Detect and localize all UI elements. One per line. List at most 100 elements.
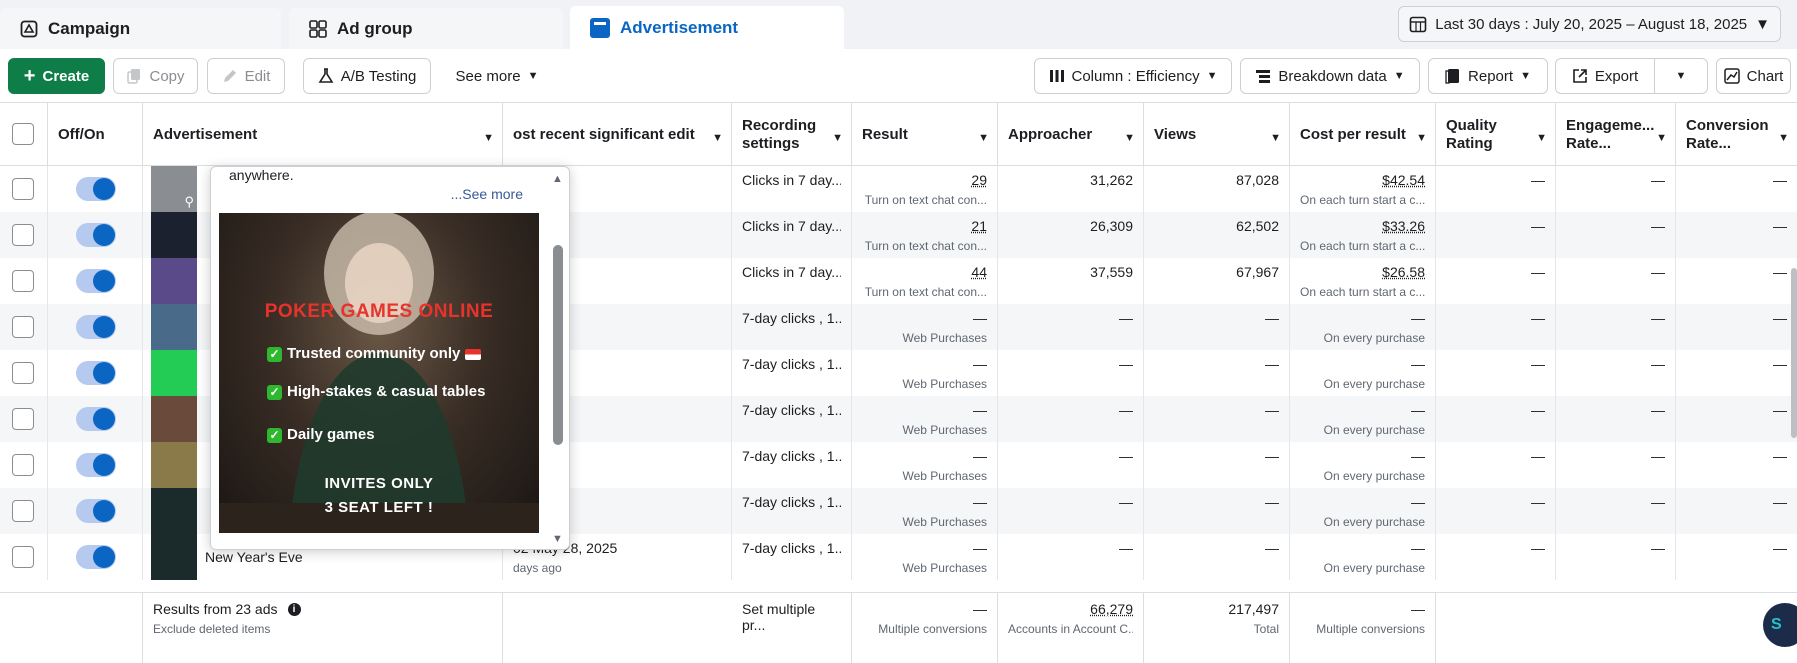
- row-cpr-cell: — On every purchase: [1290, 534, 1436, 580]
- copy-button[interactable]: Copy: [113, 58, 198, 94]
- row-ad-cell[interactable]: [143, 350, 503, 396]
- row-checkbox[interactable]: [12, 224, 34, 246]
- result-sub: Web Purchases: [902, 515, 988, 529]
- export-button[interactable]: Export: [1555, 58, 1655, 94]
- tab-ad-group[interactable]: Ad group: [289, 8, 563, 49]
- chart-label: Chart: [1746, 67, 1784, 85]
- create-button[interactable]: + Create: [8, 58, 105, 94]
- column-efficiency-button[interactable]: Column : Efficiency ▼: [1034, 58, 1232, 94]
- ad-thumbnail[interactable]: [151, 488, 197, 534]
- row-checkbox[interactable]: [12, 454, 34, 476]
- row-cpr-cell: $42.54 On each turn start a c...: [1290, 166, 1436, 212]
- cpr-value[interactable]: $42.54: [1382, 172, 1425, 188]
- ad-thumbnail[interactable]: [151, 396, 197, 442]
- tab-campaign[interactable]: Campaign: [0, 8, 281, 49]
- ad-thumbnail[interactable]: [151, 258, 197, 304]
- chart-button[interactable]: Chart: [1716, 58, 1791, 94]
- table-row[interactable]: 7-day clicks , 1... — Web Purchases — — — On e…: [0, 442, 1797, 488]
- ad-thumbnail[interactable]: [151, 304, 197, 350]
- header-recording[interactable]: Recording settings ▼: [732, 103, 852, 166]
- caret-down-icon: ▼: [832, 132, 843, 144]
- header-views[interactable]: Views ▼: [1144, 103, 1290, 166]
- scroll-up-icon[interactable]: ▲: [552, 173, 563, 185]
- report-button[interactable]: Report ▼: [1428, 58, 1548, 94]
- cpr-sub: On each turn start a c...: [1300, 239, 1425, 253]
- header-last-edit[interactable]: ost recent significant edit ▼: [503, 103, 732, 166]
- row-ad-cell[interactable]: [143, 488, 503, 534]
- ad-toggle[interactable]: [76, 315, 116, 339]
- row-checkbox[interactable]: [12, 178, 34, 200]
- cta-line-2: 3 SEAT LEFT !: [324, 499, 434, 516]
- result-value[interactable]: 21: [971, 218, 987, 234]
- popup-scroll-thumb[interactable]: [553, 245, 563, 445]
- ad-toggle[interactable]: [76, 269, 116, 293]
- zoom-icon[interactable]: ⚲: [184, 194, 194, 209]
- result-value[interactable]: 44: [971, 264, 987, 280]
- popup-scrollbar[interactable]: ▲ ▼: [551, 173, 565, 545]
- ad-toggle[interactable]: [76, 499, 116, 523]
- assistant-bubble[interactable]: S: [1763, 603, 1797, 647]
- ad-toggle[interactable]: [76, 545, 116, 569]
- row-ad-cell[interactable]: [143, 442, 503, 488]
- select-all-checkbox[interactable]: [12, 123, 34, 145]
- row-checkbox[interactable]: [12, 270, 34, 292]
- assistant-icon: S: [1771, 616, 1782, 633]
- row-ad-cell[interactable]: [143, 212, 503, 258]
- rec-value: 7-day clicks , 1...: [742, 540, 841, 556]
- result-value[interactable]: 29: [971, 172, 987, 188]
- header-quality[interactable]: Quality Rating ▼: [1436, 103, 1556, 166]
- row-checkbox[interactable]: [12, 408, 34, 430]
- edit-button[interactable]: Edit: [207, 58, 285, 94]
- cpr-value[interactable]: $33.26: [1382, 218, 1425, 234]
- row-cpr-cell: $33.26 On each turn start a c...: [1290, 212, 1436, 258]
- ad-thumbnail[interactable]: [151, 212, 197, 258]
- table-scrollbar[interactable]: [1791, 268, 1797, 438]
- header-advertisement[interactable]: Advertisement ▼: [143, 103, 503, 166]
- ad-toggle[interactable]: [76, 177, 116, 201]
- header-result[interactable]: Result ▼: [852, 103, 998, 166]
- row-rec-cell: 7-day clicks , 1...: [732, 534, 852, 580]
- row-ad-cell[interactable]: ⚲: [143, 166, 503, 212]
- breakdown-button[interactable]: Breakdown data ▼: [1240, 58, 1420, 94]
- row-rec-cell: Clicks in 7 day...: [732, 166, 852, 212]
- row-rec-cell: 7-day clicks , 1...: [732, 442, 852, 488]
- header-engagement[interactable]: Engageme... Rate... ▼: [1556, 103, 1676, 166]
- export-dropdown-button[interactable]: ▼: [1654, 58, 1708, 94]
- ad-name[interactable]: New Year's Eve: [205, 549, 303, 565]
- ab-testing-button[interactable]: A/B Testing: [303, 58, 431, 94]
- views-value: —: [1265, 494, 1279, 510]
- ad-toggle[interactable]: [76, 223, 116, 247]
- footer-approacher-value[interactable]: 66,279: [1090, 601, 1133, 617]
- row-checkbox[interactable]: [12, 316, 34, 338]
- table-row[interactable]: 7-day clicks , 1... — Web Purchases — — — On e…: [0, 350, 1797, 396]
- row-approacher-cell: 31,262: [998, 166, 1144, 212]
- date-range-picker[interactable]: Last 30 days : July 20, 2025 – August 18…: [1398, 6, 1781, 42]
- row-checkbox[interactable]: [12, 362, 34, 384]
- row-e-cell: —: [1556, 304, 1676, 350]
- row-checkbox[interactable]: [12, 546, 34, 568]
- ad-thumbnail[interactable]: [151, 534, 197, 580]
- header-cost-per-result[interactable]: Cost per result ▼: [1290, 103, 1436, 166]
- see-more-button[interactable]: See more ▼: [447, 58, 547, 94]
- info-icon[interactable]: i: [287, 602, 301, 616]
- popup-see-more-link[interactable]: ...See more: [450, 186, 523, 202]
- ad-thumbnail[interactable]: [151, 350, 197, 396]
- tab-advertisement[interactable]: Advertisement: [570, 6, 844, 49]
- header-conversion[interactable]: Conversion Rate... ▼: [1676, 103, 1797, 166]
- ad-thumbnail[interactable]: [151, 442, 197, 488]
- ad-thumbnail[interactable]: ⚲: [151, 166, 197, 212]
- header-approacher[interactable]: Approacher ▼: [998, 103, 1144, 166]
- row-checkbox[interactable]: [12, 500, 34, 522]
- scroll-down-icon[interactable]: ▼: [552, 533, 563, 545]
- ad-toggle[interactable]: [76, 453, 116, 477]
- ad-toggle[interactable]: [76, 407, 116, 431]
- header-offon[interactable]: Off/On: [48, 103, 143, 166]
- ad-toggle[interactable]: [76, 361, 116, 385]
- cpr-value[interactable]: $26.58: [1382, 264, 1425, 280]
- row-ad-cell[interactable]: [143, 258, 503, 304]
- row-ad-cell[interactable]: New Year's Eve: [143, 534, 503, 580]
- row-c-cell: —: [1676, 166, 1797, 212]
